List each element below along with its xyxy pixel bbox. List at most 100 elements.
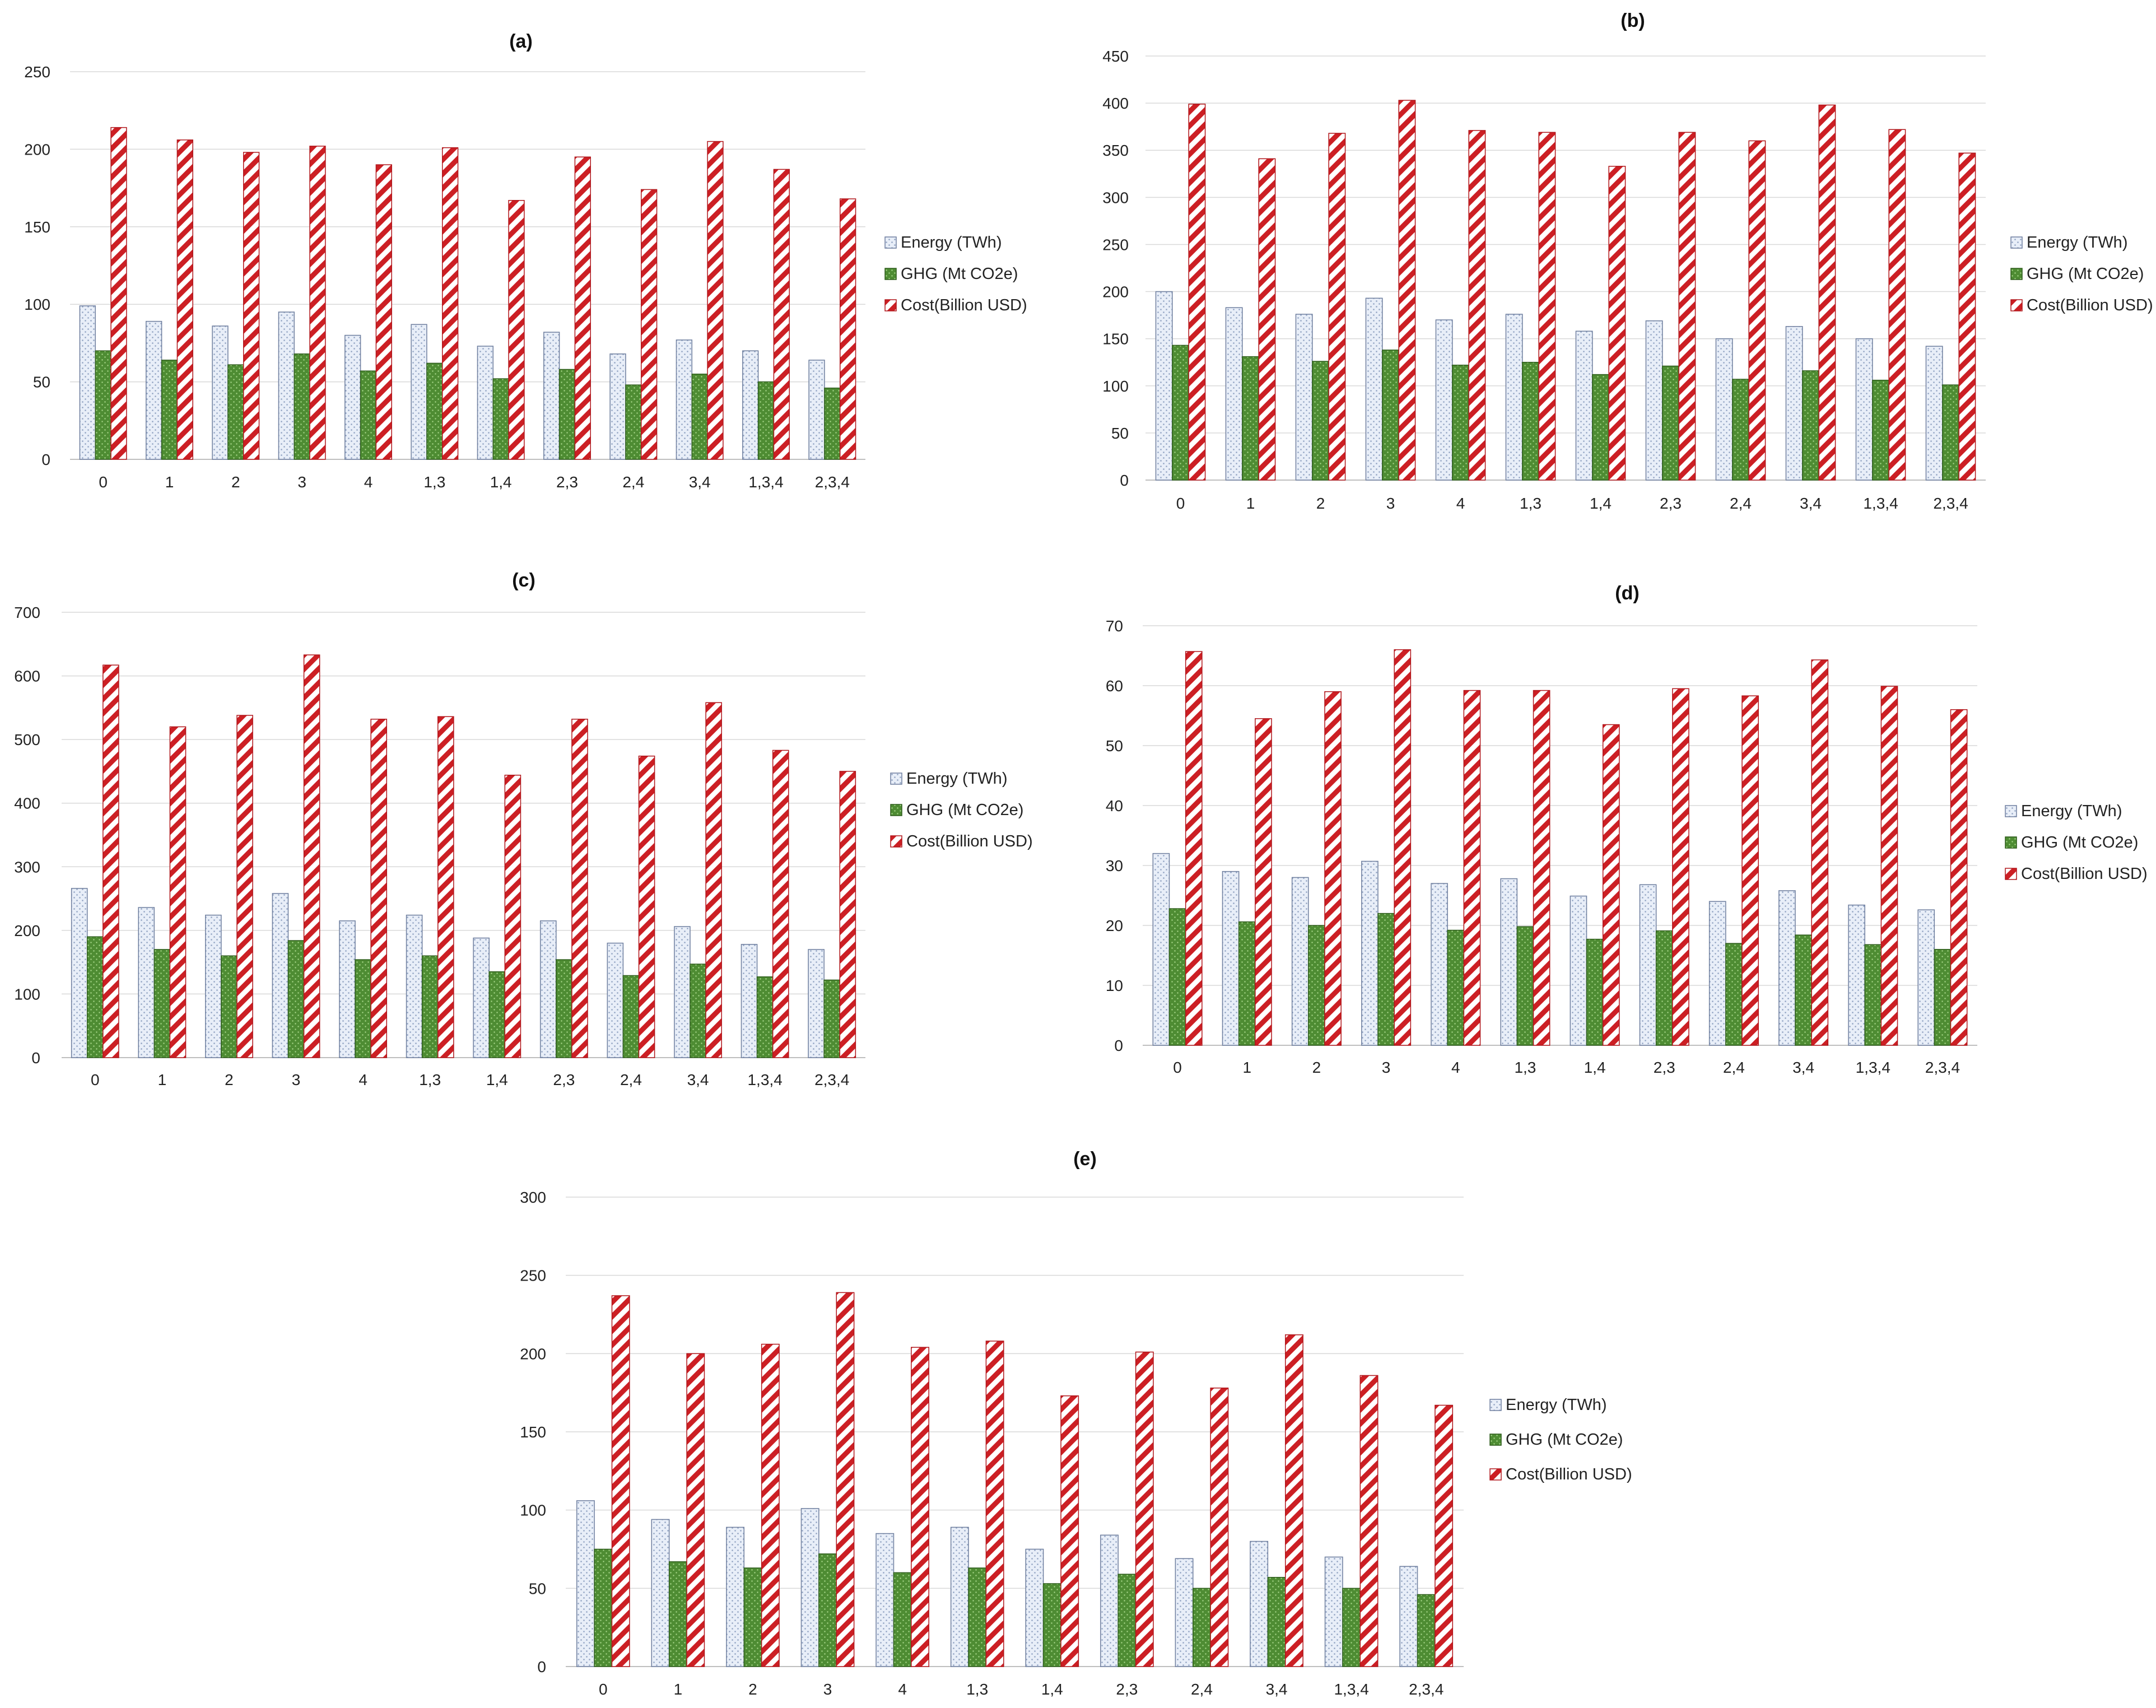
x-tick-label: 3 — [823, 1681, 832, 1698]
y-tick-label: 200 — [14, 922, 40, 939]
y-tick-label: 200 — [520, 1345, 546, 1362]
x-tick-label: 3 — [1382, 1059, 1391, 1076]
bar-ghg-1-3-4 — [1342, 1588, 1361, 1667]
bar-ghg-1-3-4 — [756, 976, 774, 1058]
y-tick-label: 50 — [1111, 425, 1129, 442]
bar-ghg-2-4 — [622, 975, 640, 1058]
bar-cost-2-3 — [571, 719, 588, 1058]
legend-label-cost: Cost(Billion USD) — [2027, 296, 2153, 314]
bar-cost-2-3 — [574, 156, 591, 460]
x-tick-label: 4 — [364, 473, 373, 491]
bar-energy-0 — [576, 1500, 595, 1667]
bar-cost-1-3-4 — [773, 169, 790, 460]
bar-energy-1-4 — [1575, 331, 1593, 481]
bar-ghg-3-4 — [1267, 1577, 1286, 1667]
bar-cost-3-4 — [705, 702, 722, 1058]
legend-swatch-ghg — [1489, 1434, 1502, 1446]
bar-energy-0 — [71, 888, 88, 1058]
bar-energy-1-4 — [1570, 895, 1587, 1046]
bar-ghg-1-3-4 — [1864, 944, 1882, 1046]
y-tick-label: 700 — [14, 604, 40, 621]
x-tick-label: 0 — [91, 1071, 100, 1088]
legend-swatch-ghg — [2005, 836, 2017, 849]
bar-cost-1-3 — [985, 1341, 1004, 1667]
bar-energy-3 — [1365, 297, 1383, 481]
bar-energy-0 — [79, 305, 96, 460]
y-tick-label: 0 — [537, 1658, 546, 1676]
bar-cost-2-3-4 — [1950, 709, 1968, 1046]
x-tick-label: 1 — [674, 1681, 683, 1698]
bar-energy-2-3-4 — [808, 949, 825, 1058]
bar-energy-1-3 — [950, 1527, 969, 1667]
legend-swatch-cost — [884, 299, 897, 311]
bar-ghg-4 — [1452, 365, 1469, 481]
x-tick-label: 1,3 — [966, 1681, 988, 1698]
legend-label-ghg: GHG (Mt CO2e) — [2027, 265, 2144, 283]
chart-title: (e) — [1073, 1148, 1097, 1170]
x-tick-label: 3 — [1386, 495, 1395, 512]
bar-ghg-1 — [161, 360, 178, 460]
y-tick-label: 0 — [1114, 1037, 1123, 1054]
legend-label-cost: Cost(Billion USD) — [2021, 865, 2148, 883]
bar-ghg-2-3 — [556, 959, 572, 1058]
bar-ghg-0 — [1172, 345, 1189, 481]
y-tick-label: 0 — [41, 451, 50, 468]
x-tick-label: 0 — [99, 473, 108, 491]
bar-cost-1-4 — [504, 774, 521, 1058]
x-tick-label: 1 — [1246, 495, 1255, 512]
x-tick-label: 1,4 — [1584, 1059, 1606, 1076]
bar-energy-2-4 — [607, 942, 624, 1058]
bar-energy-4 — [1431, 883, 1448, 1046]
y-tick-label: 250 — [24, 63, 50, 81]
y-tick-label: 150 — [24, 218, 50, 236]
bar-cost-4 — [1468, 130, 1486, 481]
bar-energy-3-4 — [674, 926, 691, 1058]
bar-ghg-1-4 — [1042, 1583, 1061, 1667]
y-tick-label: 150 — [520, 1423, 546, 1441]
x-tick-label: 0 — [1176, 495, 1185, 512]
legend-label-energy: Energy (TWh) — [901, 234, 1002, 252]
bar-cost-1-3 — [437, 716, 454, 1058]
bar-ghg-0 — [1168, 908, 1186, 1046]
x-tick-label: 2,3,4 — [1925, 1059, 1960, 1076]
bar-energy-2 — [1295, 314, 1313, 481]
bar-energy-1-3-4 — [1848, 904, 1865, 1046]
legend-swatch-ghg — [890, 804, 902, 816]
bar-cost-2-4 — [1210, 1388, 1229, 1667]
bar-energy-2 — [726, 1527, 745, 1667]
bar-energy-1 — [138, 907, 155, 1058]
bar-ghg-1 — [1238, 921, 1256, 1046]
bar-cost-2-4 — [1748, 140, 1766, 481]
bar-cost-1-3-4 — [1359, 1375, 1379, 1667]
bar-energy-3-4 — [1785, 326, 1803, 481]
bar-energy-2-4 — [1715, 338, 1733, 481]
y-tick-label: 250 — [1102, 236, 1129, 253]
bar-ghg-4 — [893, 1572, 912, 1667]
x-tick-label: 2 — [225, 1071, 234, 1088]
bar-ghg-2-3-4 — [823, 979, 841, 1058]
bar-energy-0 — [1155, 291, 1173, 481]
bar-energy-2-3-4 — [1917, 909, 1935, 1046]
bar-energy-1-3-4 — [1324, 1556, 1343, 1667]
bar-cost-1-3 — [441, 147, 459, 460]
bar-ghg-1-4 — [492, 378, 509, 460]
bar-cost-3-4 — [1284, 1334, 1303, 1667]
legend-swatch-energy — [2010, 236, 2023, 249]
bar-energy-2-3 — [1100, 1534, 1119, 1667]
bar-energy-4 — [876, 1533, 895, 1667]
y-tick-label: 300 — [1102, 189, 1129, 206]
bar-energy-1-3-4 — [742, 350, 759, 460]
x-tick-label: 2,3,4 — [1933, 495, 1968, 512]
x-tick-label: 4 — [898, 1681, 907, 1698]
x-tick-label: 1,3 — [419, 1071, 441, 1088]
bar-energy-2 — [1291, 877, 1309, 1046]
bar-cost-0 — [1185, 651, 1203, 1046]
x-tick-label: 2,4 — [1723, 1059, 1745, 1076]
bar-ghg-1-3 — [968, 1567, 987, 1667]
bar-ghg-1 — [1242, 356, 1259, 481]
bar-cost-1 — [176, 139, 193, 460]
bar-ghg-3-4 — [690, 964, 706, 1058]
legend-swatch-energy — [890, 772, 902, 785]
bar-cost-4 — [375, 164, 392, 460]
x-tick-label: 1,4 — [1590, 495, 1612, 512]
